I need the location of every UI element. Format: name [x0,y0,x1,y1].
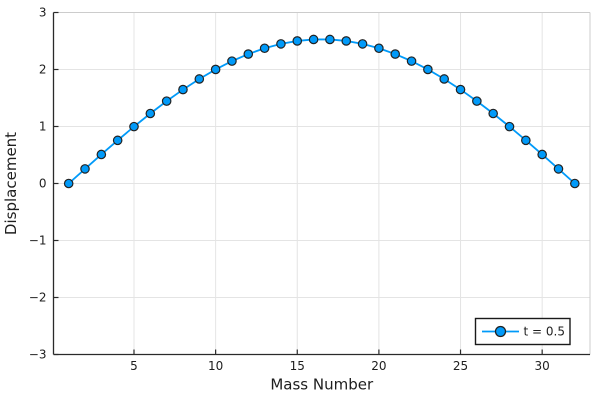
y-tick-label: 3 [39,6,47,20]
legend-label: t = 0.5 [524,325,565,339]
data-point-marker [112,135,123,146]
data-point-marker [390,49,401,59]
y-tick-labels: −3 −2 −1 0 1 2 3 [29,6,47,362]
y-tick-label: −3 [29,348,47,362]
x-tick-label: 5 [130,359,138,373]
y-tick-label: 2 [39,63,47,77]
x-tick-label: 30 [535,359,550,373]
data-point-marker [210,64,221,75]
data-point-marker [292,36,303,46]
x-tick-label: 10 [208,359,223,373]
gridlines [53,12,590,355]
data-point-marker [325,34,335,45]
y-tick-label: −1 [29,234,47,248]
data-point-marker [406,56,417,66]
x-tick-label: 20 [371,359,386,373]
data-point-marker [521,135,531,146]
legend: t = 0.5 [474,317,571,346]
data-point-marker [96,149,107,160]
data-point-marker [357,39,368,49]
data-point-marker [276,39,286,49]
data-point-marker [537,149,547,160]
data-point-marker [570,178,580,189]
data-point-marker [259,43,270,54]
data-point-marker [472,96,482,106]
data-point-marker [341,36,352,46]
x-axis-label: Mass Number [270,376,374,394]
data-point-marker [308,34,319,45]
y-tick-label: 0 [39,177,47,191]
data-point-marker [455,84,466,95]
y-tick-label: 1 [39,120,47,134]
legend-series-marker-icon [494,325,507,338]
data-point-marker [178,84,188,95]
data-point-marker [194,74,205,84]
data-point-marker [227,56,237,66]
data-point-marker [243,49,254,59]
axis-ticks [53,11,543,356]
data-point-marker [145,108,156,119]
data-point-marker [63,178,74,189]
y-tick-label: −2 [29,291,47,305]
data-point-marker [553,164,564,174]
data-point-marker [80,164,90,174]
x-tick-label: 15 [290,359,305,373]
data-point-marker [129,121,139,132]
data-point-marker [504,121,515,132]
data-point-marker [439,74,450,84]
data-point-marker [161,96,172,106]
series-line-markers [63,34,580,189]
x-tick-labels: 5 10 15 20 25 30 [130,359,550,373]
data-point-marker [423,64,433,75]
data-point-marker [374,43,384,54]
x-tick-label: 25 [453,359,468,373]
data-point-marker [488,108,498,119]
y-axis-label: Displacement [2,132,20,235]
